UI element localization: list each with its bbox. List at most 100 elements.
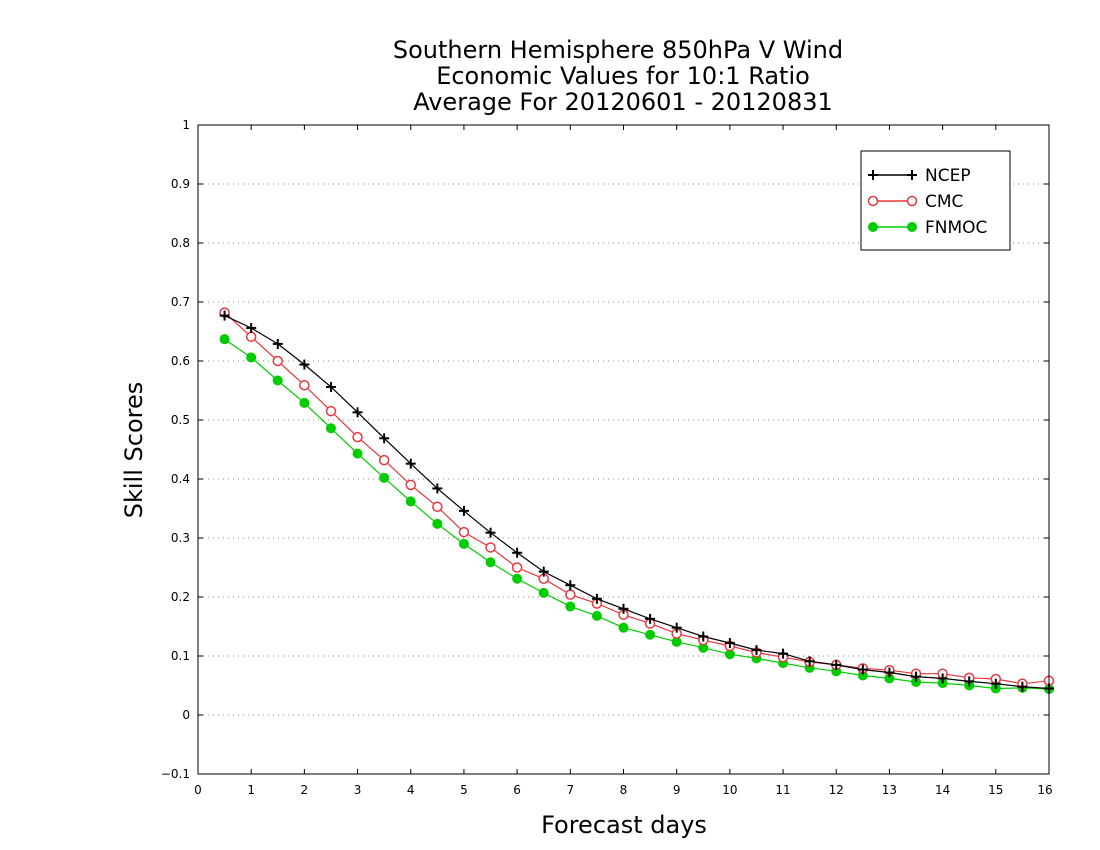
data-point-fnmoc bbox=[432, 518, 443, 529]
legend-marker-cmc bbox=[906, 195, 918, 207]
data-point-ncep bbox=[911, 671, 922, 682]
data-point-fnmoc bbox=[645, 629, 656, 640]
data-point-ncep bbox=[990, 678, 1001, 689]
data-point-cmc bbox=[511, 562, 523, 573]
data-point-ncep bbox=[724, 638, 735, 649]
data-point-ncep bbox=[804, 656, 815, 667]
data-point-fnmoc bbox=[405, 496, 416, 507]
y-tick-label: 0 bbox=[182, 708, 190, 722]
data-point-fnmoc bbox=[512, 573, 523, 584]
data-point-ncep bbox=[565, 580, 576, 591]
data-point-fnmoc bbox=[565, 601, 576, 612]
chart-title-line-2: Economic Values for 10:1 Ratio bbox=[436, 62, 810, 90]
x-tick-label: 3 bbox=[354, 783, 362, 797]
legend-entry-cmc: CMC bbox=[867, 192, 963, 212]
x-tick-label: 5 bbox=[460, 783, 468, 797]
y-tick-label: 0.8 bbox=[171, 236, 190, 250]
data-point-ncep bbox=[591, 593, 602, 604]
y-tick-label: −0.1 bbox=[161, 767, 190, 781]
data-point-ncep bbox=[272, 338, 283, 349]
x-tick-label: 6 bbox=[513, 783, 521, 797]
gridlines bbox=[198, 183, 1049, 716]
data-point-ncep bbox=[645, 613, 656, 624]
x-tick-label: 7 bbox=[566, 783, 574, 797]
data-point-ncep bbox=[1017, 681, 1028, 692]
data-point-fnmoc bbox=[325, 423, 336, 434]
x-tick-label: 15 bbox=[988, 783, 1003, 797]
data-point-fnmoc bbox=[379, 472, 390, 483]
data-point-ncep bbox=[432, 483, 443, 494]
x-axis-label: Forecast days bbox=[541, 811, 707, 839]
data-point-cmc bbox=[405, 479, 416, 491]
data-point-ncep bbox=[618, 603, 629, 614]
plot-frame bbox=[197, 124, 1050, 775]
data-point-ncep bbox=[352, 407, 363, 418]
data-point-fnmoc bbox=[458, 538, 469, 549]
series-fnmoc bbox=[219, 334, 1054, 695]
y-tick-label: 0.7 bbox=[171, 295, 190, 309]
data-point-cmc bbox=[245, 331, 257, 343]
x-tick-label: 11 bbox=[775, 783, 790, 797]
data-point-fnmoc bbox=[485, 557, 496, 568]
legend-marker-ncep bbox=[868, 170, 878, 180]
y-tick-label: 0.1 bbox=[171, 649, 190, 663]
data-point-ncep bbox=[405, 458, 416, 469]
data-point-ncep bbox=[884, 667, 895, 678]
legend-marker-fnmoc bbox=[907, 222, 917, 232]
data-point-cmc bbox=[458, 526, 470, 538]
x-tick-label: 10 bbox=[722, 783, 737, 797]
data-point-ncep bbox=[219, 310, 230, 321]
x-tick-label: 2 bbox=[301, 783, 309, 797]
data-point-fnmoc bbox=[352, 448, 363, 459]
legend-marker-cmc bbox=[867, 195, 879, 207]
data-point-cmc bbox=[378, 454, 390, 466]
data-point-cmc bbox=[485, 542, 496, 553]
y-tick-label: 0.3 bbox=[171, 531, 190, 545]
x-tick-label: 4 bbox=[407, 783, 415, 797]
data-point-cmc bbox=[352, 431, 363, 443]
data-point-ncep bbox=[831, 659, 842, 670]
x-tick-label: 0 bbox=[194, 783, 202, 797]
legend-label-cmc: CMC bbox=[925, 192, 963, 212]
y-tick-label: 0.4 bbox=[171, 472, 190, 486]
data-point-ncep bbox=[751, 645, 762, 656]
data-point-ncep bbox=[458, 505, 469, 516]
data-point-ncep bbox=[538, 566, 549, 577]
data-point-fnmoc bbox=[618, 622, 629, 633]
x-axis-ticks: 0 1 2 3 4 5 6 7 8 9 10 11 12 13 14 15 16 bbox=[194, 125, 1053, 797]
data-point-cmc bbox=[432, 501, 443, 512]
legend-entry-fnmoc: FNMOC bbox=[868, 218, 987, 238]
data-point-ncep bbox=[325, 381, 336, 392]
x-tick-label: 14 bbox=[935, 783, 950, 797]
legend-label-ncep: NCEP bbox=[925, 166, 971, 186]
data-point-ncep bbox=[698, 631, 709, 642]
x-tick-label: 1 bbox=[247, 783, 255, 797]
legend-label-fnmoc: FNMOC bbox=[925, 218, 987, 238]
y-tick-label: 0.9 bbox=[171, 177, 190, 191]
x-tick-label: 16 bbox=[1037, 783, 1052, 797]
x-tick-label: 9 bbox=[673, 783, 681, 797]
x-tick-label: 13 bbox=[882, 783, 897, 797]
data-series bbox=[219, 307, 1055, 695]
legend-marker-fnmoc bbox=[868, 222, 878, 232]
y-tick-label: 1 bbox=[182, 118, 190, 132]
series-line-cmc bbox=[224, 312, 1050, 685]
y-axis-ticks: −0.1 0 0.1 0.2 0.3 0.4 0.5 0.6 0.7 0.8 0.9 1 bbox=[161, 118, 1049, 781]
y-tick-label: 0.5 bbox=[171, 413, 190, 427]
x-tick-label: 12 bbox=[829, 783, 844, 797]
data-point-ncep bbox=[246, 322, 257, 333]
data-point-ncep bbox=[671, 622, 682, 633]
data-point-ncep bbox=[857, 664, 868, 675]
y-axis-label: Skill Scores bbox=[120, 382, 148, 519]
data-point-fnmoc bbox=[538, 587, 549, 598]
data-point-ncep bbox=[964, 676, 975, 687]
legend-entry-ncep: NCEP bbox=[868, 166, 971, 186]
data-point-fnmoc bbox=[591, 610, 602, 621]
chart-title-line-3: Average For 20120601 - 20120831 bbox=[413, 88, 833, 116]
data-point-ncep bbox=[485, 527, 496, 538]
legend-marker-ncep bbox=[907, 170, 917, 180]
data-point-ncep bbox=[299, 359, 310, 370]
data-point-fnmoc bbox=[219, 334, 230, 345]
data-point-ncep bbox=[937, 673, 948, 684]
